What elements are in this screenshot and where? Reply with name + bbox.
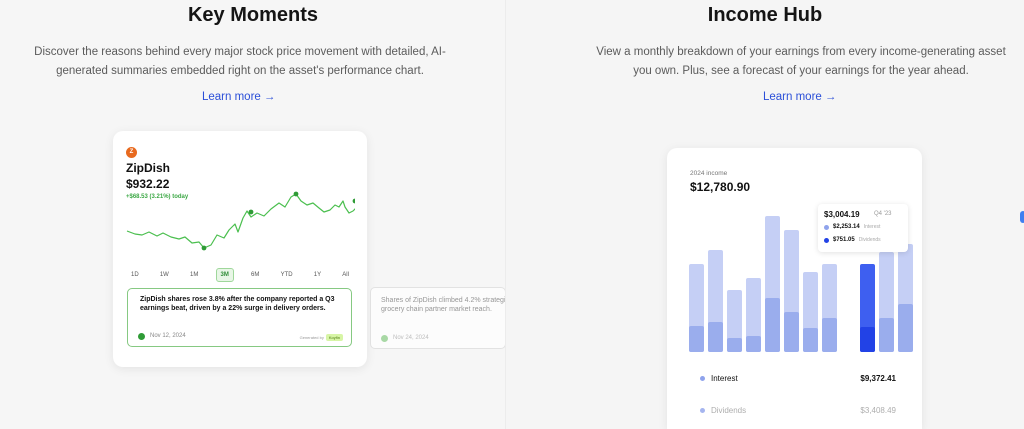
key-moments-description: Discover the reasons behind every major …	[0, 43, 480, 81]
company-logo: Z	[126, 147, 137, 158]
range-option[interactable]: 1D	[131, 272, 139, 278]
key-moment-date: Nov 24, 2024	[393, 335, 429, 341]
stock-card: Z ZipDish $932.22 +$68.53 (3.21%) today …	[113, 131, 367, 367]
description-line: generated summaries embedded right on th…	[56, 65, 424, 77]
bar-dividends[interactable]	[765, 298, 780, 352]
income-bar-chart	[689, 216, 913, 352]
bar-dividends[interactable]	[727, 338, 742, 352]
income-label: 2024 income	[690, 170, 728, 177]
bar-dividends[interactable]	[746, 336, 761, 352]
income-hub-learn-more-link[interactable]: Learn more →	[763, 91, 836, 103]
event-marker[interactable]	[293, 191, 299, 197]
bar-dividends[interactable]	[879, 318, 894, 352]
range-option-active[interactable]: 3M	[215, 268, 234, 282]
description-line: you own. Plus, see a forecast of your ea…	[633, 65, 969, 77]
key-moment-card-next[interactable]: Shares of ZipDish climbed 4.2% strategic…	[370, 287, 506, 349]
event-marker[interactable]	[352, 198, 355, 204]
range-option[interactable]: 1Y	[313, 272, 322, 278]
generated-by-badge: Koyfin	[325, 334, 343, 341]
bar-interest[interactable]	[746, 278, 761, 352]
tooltip-dividends-value: $751.05	[833, 237, 855, 243]
income-total: $12,780.90	[690, 180, 751, 194]
legend-label: Interest	[711, 374, 738, 383]
key-moment-card[interactable]: ZipDish shares rose 3.8% after the compa…	[127, 288, 352, 347]
tooltip-dividends-row: $751.05 Dividends	[824, 237, 881, 243]
range-option[interactable]: 1W	[159, 272, 169, 278]
tooltip-period: Q4 '23	[874, 211, 892, 217]
price-line	[126, 193, 355, 249]
legend-value: $3,408.49	[860, 406, 896, 415]
stock-name: ZipDish	[126, 161, 170, 175]
key-moments-title: Key Moments	[187, 4, 319, 26]
arrow-right-icon: →	[263, 91, 276, 103]
key-moments-panel: Key Moments Discover the reasons behind …	[0, 0, 506, 429]
tooltip-interest-row: $2,253.14 Interest	[824, 224, 880, 230]
key-moments-learn-more-link[interactable]: Learn more →	[202, 91, 275, 103]
key-moment-summary: ZipDish shares rose 3.8% after the compa…	[140, 296, 335, 312]
carousel-next-indicator[interactable]	[1020, 211, 1024, 223]
learn-more-label: Learn more	[763, 91, 822, 103]
description-line: View a monthly breakdown of your earning…	[596, 46, 1006, 58]
key-moment-date: Nov 12, 2024	[150, 333, 186, 339]
legend-label: Dividends	[711, 406, 747, 415]
bar-dividends[interactable]	[708, 322, 723, 352]
arrow-right-icon: →	[824, 91, 837, 103]
legend-interest-row: Interest $9,372.41	[700, 374, 896, 383]
tooltip-interest-label: Interest	[863, 224, 881, 230]
tooltip-interest-value: $2,253.14	[833, 224, 860, 230]
description-line: Discover the reasons behind every major …	[34, 46, 446, 58]
event-dot-icon	[138, 333, 145, 340]
event-marker[interactable]	[201, 245, 207, 251]
tooltip-total: $3,004.19	[824, 210, 860, 219]
bar-dividends[interactable]	[803, 328, 818, 352]
tooltip-dividends-label: Dividends	[858, 237, 881, 243]
interest-dot-icon	[824, 224, 829, 230]
stock-change: +$68.53 (3.21%) today	[126, 194, 189, 200]
bar-dividends[interactable]	[689, 326, 704, 352]
bar-dividends[interactable]	[822, 318, 837, 352]
learn-more-label: Learn more	[202, 91, 261, 103]
range-option[interactable]: 6M	[251, 272, 260, 278]
bar-dividends-highlight[interactable]	[860, 327, 875, 352]
time-range-selector: 1D 1W 1M 3M 6M YTD 1Y All	[127, 268, 353, 282]
generated-by-text: Generated by	[299, 335, 324, 340]
bar-dividends[interactable]	[898, 304, 913, 352]
event-dot-icon	[381, 335, 388, 342]
range-option[interactable]: YTD	[280, 272, 293, 278]
interest-dot-icon	[700, 376, 705, 381]
income-card: 2024 income $12,780.90 $3,004.19 Q4 '23 …	[667, 148, 922, 429]
range-option[interactable]: 1M	[190, 272, 199, 278]
income-tooltip: $3,004.19 Q4 '23 $2,253.14 Interest $751…	[818, 204, 908, 252]
price-line-chart	[126, 191, 355, 251]
range-option[interactable]: All	[342, 272, 349, 278]
key-moment-summary: Shares of ZipDish climbed 4.2% strategic…	[381, 297, 506, 313]
bar-dividends[interactable]	[784, 312, 799, 352]
dividends-dot-icon	[824, 237, 829, 243]
legend-value: $9,372.41	[860, 374, 896, 383]
income-hub-description: View a monthly breakdown of your earning…	[566, 43, 1024, 81]
event-marker[interactable]	[248, 209, 254, 215]
dividends-dot-icon	[700, 408, 705, 413]
legend-dividends-row: Dividends $3,408.49	[700, 406, 896, 415]
income-hub-title: Income Hub	[707, 4, 823, 26]
stock-price: $932.22	[126, 177, 170, 191]
bar-interest[interactable]	[727, 290, 742, 352]
generated-by-label: Generated by Koyfin	[300, 334, 343, 341]
